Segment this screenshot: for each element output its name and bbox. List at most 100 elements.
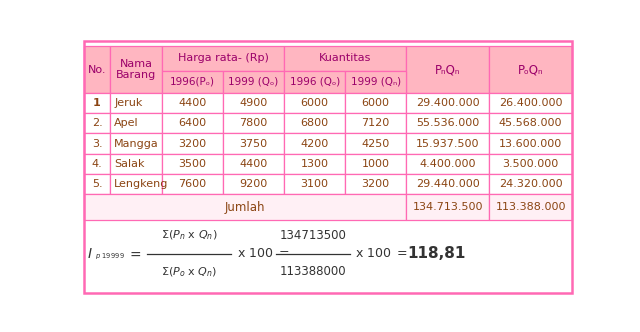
Text: $=$: $=$ bbox=[127, 247, 142, 261]
Text: 6000: 6000 bbox=[362, 98, 390, 108]
Text: 7800: 7800 bbox=[239, 119, 268, 128]
FancyBboxPatch shape bbox=[223, 133, 284, 154]
Text: 3200: 3200 bbox=[362, 179, 390, 189]
FancyBboxPatch shape bbox=[110, 113, 162, 133]
Text: 3.500.000: 3.500.000 bbox=[502, 159, 559, 169]
FancyBboxPatch shape bbox=[84, 174, 110, 194]
FancyBboxPatch shape bbox=[110, 93, 162, 113]
Text: 5.: 5. bbox=[92, 179, 102, 189]
Text: 15.937.500: 15.937.500 bbox=[416, 138, 479, 149]
Text: 4250: 4250 bbox=[362, 138, 390, 149]
Text: 1996 (Qₒ): 1996 (Qₒ) bbox=[289, 77, 340, 87]
FancyBboxPatch shape bbox=[406, 46, 489, 93]
FancyBboxPatch shape bbox=[84, 133, 110, 154]
Text: Nama
Barang: Nama Barang bbox=[116, 59, 156, 80]
Text: Lengkeng: Lengkeng bbox=[114, 179, 168, 189]
FancyBboxPatch shape bbox=[406, 113, 489, 133]
FancyBboxPatch shape bbox=[162, 174, 223, 194]
FancyBboxPatch shape bbox=[489, 46, 572, 93]
FancyBboxPatch shape bbox=[284, 93, 345, 113]
FancyBboxPatch shape bbox=[84, 46, 110, 93]
FancyBboxPatch shape bbox=[489, 174, 572, 194]
FancyBboxPatch shape bbox=[345, 113, 406, 133]
Text: 118,81: 118,81 bbox=[408, 246, 466, 261]
FancyBboxPatch shape bbox=[223, 174, 284, 194]
FancyBboxPatch shape bbox=[345, 71, 406, 93]
Text: 1996(Pₒ): 1996(Pₒ) bbox=[170, 77, 215, 87]
FancyBboxPatch shape bbox=[223, 93, 284, 113]
FancyBboxPatch shape bbox=[162, 71, 223, 93]
Text: PₒQₙ: PₒQₙ bbox=[518, 63, 543, 76]
FancyBboxPatch shape bbox=[345, 133, 406, 154]
FancyBboxPatch shape bbox=[489, 93, 572, 113]
FancyBboxPatch shape bbox=[162, 46, 284, 71]
Text: 113388000: 113388000 bbox=[280, 266, 346, 279]
FancyBboxPatch shape bbox=[84, 154, 110, 174]
FancyBboxPatch shape bbox=[223, 113, 284, 133]
FancyBboxPatch shape bbox=[406, 93, 489, 113]
FancyBboxPatch shape bbox=[489, 133, 572, 154]
Text: Mangga: Mangga bbox=[114, 138, 159, 149]
Text: $\Sigma(P_n\ \mathsf{x}\ Q_n)$: $\Sigma(P_n\ \mathsf{x}\ Q_n)$ bbox=[161, 229, 218, 242]
FancyBboxPatch shape bbox=[110, 154, 162, 174]
Text: 1300: 1300 bbox=[301, 159, 328, 169]
Text: 26.400.000: 26.400.000 bbox=[499, 98, 563, 108]
Text: 113.388.000: 113.388.000 bbox=[495, 202, 566, 212]
FancyBboxPatch shape bbox=[284, 71, 345, 93]
Text: $\mathsf{x}\ 100\ =$: $\mathsf{x}\ 100\ =$ bbox=[237, 247, 290, 260]
Text: $\mathsf{x}\ 100\ =$: $\mathsf{x}\ 100\ =$ bbox=[355, 247, 408, 260]
Text: 4.: 4. bbox=[92, 159, 102, 169]
FancyBboxPatch shape bbox=[489, 194, 572, 220]
Text: 1000: 1000 bbox=[362, 159, 390, 169]
FancyBboxPatch shape bbox=[110, 133, 162, 154]
Text: 3.: 3. bbox=[92, 138, 102, 149]
Text: $I$: $I$ bbox=[88, 247, 93, 261]
Text: 134.713.500: 134.713.500 bbox=[412, 202, 483, 212]
Text: 1999 (Qₙ): 1999 (Qₙ) bbox=[351, 77, 401, 87]
Text: Apel: Apel bbox=[114, 119, 139, 128]
Text: 4400: 4400 bbox=[179, 98, 207, 108]
FancyBboxPatch shape bbox=[284, 133, 345, 154]
FancyBboxPatch shape bbox=[110, 46, 162, 93]
Text: 1999 (Qₒ): 1999 (Qₒ) bbox=[228, 77, 278, 87]
FancyBboxPatch shape bbox=[284, 154, 345, 174]
FancyBboxPatch shape bbox=[345, 93, 406, 113]
Text: 29.400.000: 29.400.000 bbox=[416, 98, 479, 108]
Text: 6800: 6800 bbox=[301, 119, 329, 128]
Text: No.: No. bbox=[88, 65, 106, 75]
Text: 7120: 7120 bbox=[362, 119, 390, 128]
Text: 45.568.000: 45.568.000 bbox=[499, 119, 563, 128]
Text: 3200: 3200 bbox=[179, 138, 207, 149]
FancyBboxPatch shape bbox=[162, 154, 223, 174]
Text: 13.600.000: 13.600.000 bbox=[499, 138, 562, 149]
FancyBboxPatch shape bbox=[84, 93, 110, 113]
FancyBboxPatch shape bbox=[84, 194, 406, 220]
FancyBboxPatch shape bbox=[223, 154, 284, 174]
Text: 6000: 6000 bbox=[301, 98, 328, 108]
FancyBboxPatch shape bbox=[162, 113, 223, 133]
FancyBboxPatch shape bbox=[284, 46, 406, 71]
Text: $\Sigma(P_o\ \mathsf{x}\ Q_n)$: $\Sigma(P_o\ \mathsf{x}\ Q_n)$ bbox=[161, 266, 218, 279]
Text: 9200: 9200 bbox=[239, 179, 268, 189]
FancyBboxPatch shape bbox=[489, 154, 572, 174]
Text: 2.: 2. bbox=[92, 119, 102, 128]
FancyBboxPatch shape bbox=[162, 133, 223, 154]
Text: 29.440.000: 29.440.000 bbox=[416, 179, 479, 189]
FancyBboxPatch shape bbox=[406, 133, 489, 154]
Text: Jeruk: Jeruk bbox=[114, 98, 143, 108]
Text: 4200: 4200 bbox=[301, 138, 329, 149]
Text: PₙQₙ: PₙQₙ bbox=[435, 63, 460, 76]
FancyBboxPatch shape bbox=[406, 174, 489, 194]
FancyBboxPatch shape bbox=[284, 174, 345, 194]
Text: 55.536.000: 55.536.000 bbox=[416, 119, 479, 128]
Text: 4400: 4400 bbox=[239, 159, 268, 169]
Text: 7600: 7600 bbox=[179, 179, 207, 189]
Text: 134713500: 134713500 bbox=[280, 229, 346, 242]
FancyBboxPatch shape bbox=[223, 71, 284, 93]
FancyBboxPatch shape bbox=[162, 93, 223, 113]
Text: 3500: 3500 bbox=[179, 159, 207, 169]
FancyBboxPatch shape bbox=[345, 174, 406, 194]
FancyBboxPatch shape bbox=[110, 174, 162, 194]
Text: 4.400.000: 4.400.000 bbox=[419, 159, 476, 169]
Text: 6400: 6400 bbox=[179, 119, 207, 128]
